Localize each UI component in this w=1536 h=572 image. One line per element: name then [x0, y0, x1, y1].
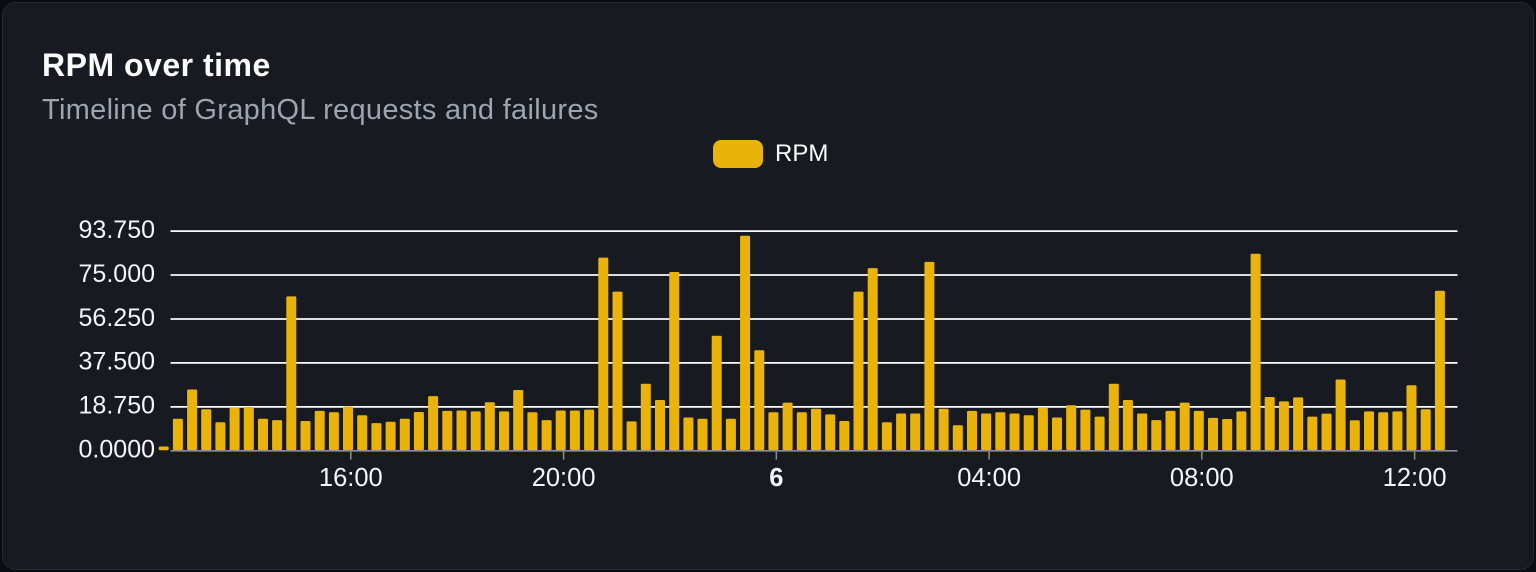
svg-text:6: 6: [769, 464, 783, 492]
svg-text:04:00: 04:00: [957, 464, 1021, 492]
svg-text:56.250: 56.250: [79, 304, 155, 332]
svg-text:18.750: 18.750: [79, 392, 155, 420]
svg-text:37.500: 37.500: [79, 348, 155, 376]
svg-text:0.0000: 0.0000: [79, 436, 155, 464]
svg-text:93.750: 93.750: [79, 216, 155, 244]
svg-text:16:00: 16:00: [319, 464, 383, 492]
svg-text:75.000: 75.000: [79, 260, 155, 288]
svg-text:20:00: 20:00: [532, 464, 596, 492]
svg-text:12:00: 12:00: [1383, 464, 1447, 492]
svg-text:08:00: 08:00: [1170, 464, 1234, 492]
